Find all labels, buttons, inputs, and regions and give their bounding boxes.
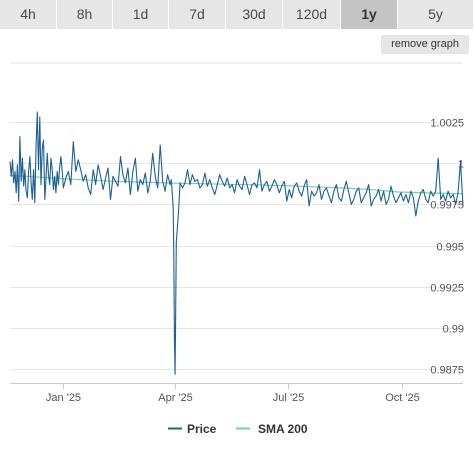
grid-lines — [10, 62, 463, 370]
y-tick-label: 0.9925 — [430, 283, 464, 295]
tab-30d[interactable]: 30d — [226, 0, 283, 29]
tab-5y[interactable]: 5y — [398, 0, 474, 29]
tab-1d[interactable]: 1d — [113, 0, 169, 29]
tab-4h[interactable]: 4h — [0, 0, 57, 29]
x-axis: Jan '25 Apr '25 Jul '25 Oct '25 — [10, 383, 463, 404]
series-lines — [9, 111, 464, 375]
y-tick-label: 0.99 — [443, 324, 464, 336]
legend-label: Price — [187, 422, 217, 436]
tab-1y[interactable]: 1y — [341, 0, 398, 29]
y-tick-label: 0.9975 — [430, 200, 464, 212]
x-tick-label: Apr '25 — [158, 392, 193, 404]
x-tick-label: Jan '25 — [46, 392, 81, 404]
tab-7d[interactable]: 7d — [169, 0, 226, 29]
series-line-price — [9, 111, 464, 375]
tab-120d[interactable]: 120d — [283, 0, 341, 29]
legend-item-sma-200[interactable]: SMA 200 — [236, 422, 308, 436]
time-range-tabs: 4h 8h 1d 7d 30d 120d 1y 5y — [0, 0, 474, 29]
x-tick-label: Jul '25 — [273, 392, 304, 404]
legend: Price SMA 200 — [168, 422, 308, 436]
legend-label: SMA 200 — [258, 422, 308, 436]
tab-8h[interactable]: 8h — [57, 0, 113, 29]
legend-item-price[interactable]: Price — [168, 422, 217, 436]
y-tick-label: 0.9875 — [430, 365, 464, 377]
remove-graph-button[interactable]: remove graph — [381, 35, 469, 54]
y-tick-label: 1.0025 — [430, 118, 464, 130]
y-tick-label: 0.995 — [436, 242, 464, 254]
x-tick-label: Oct '25 — [385, 392, 420, 404]
